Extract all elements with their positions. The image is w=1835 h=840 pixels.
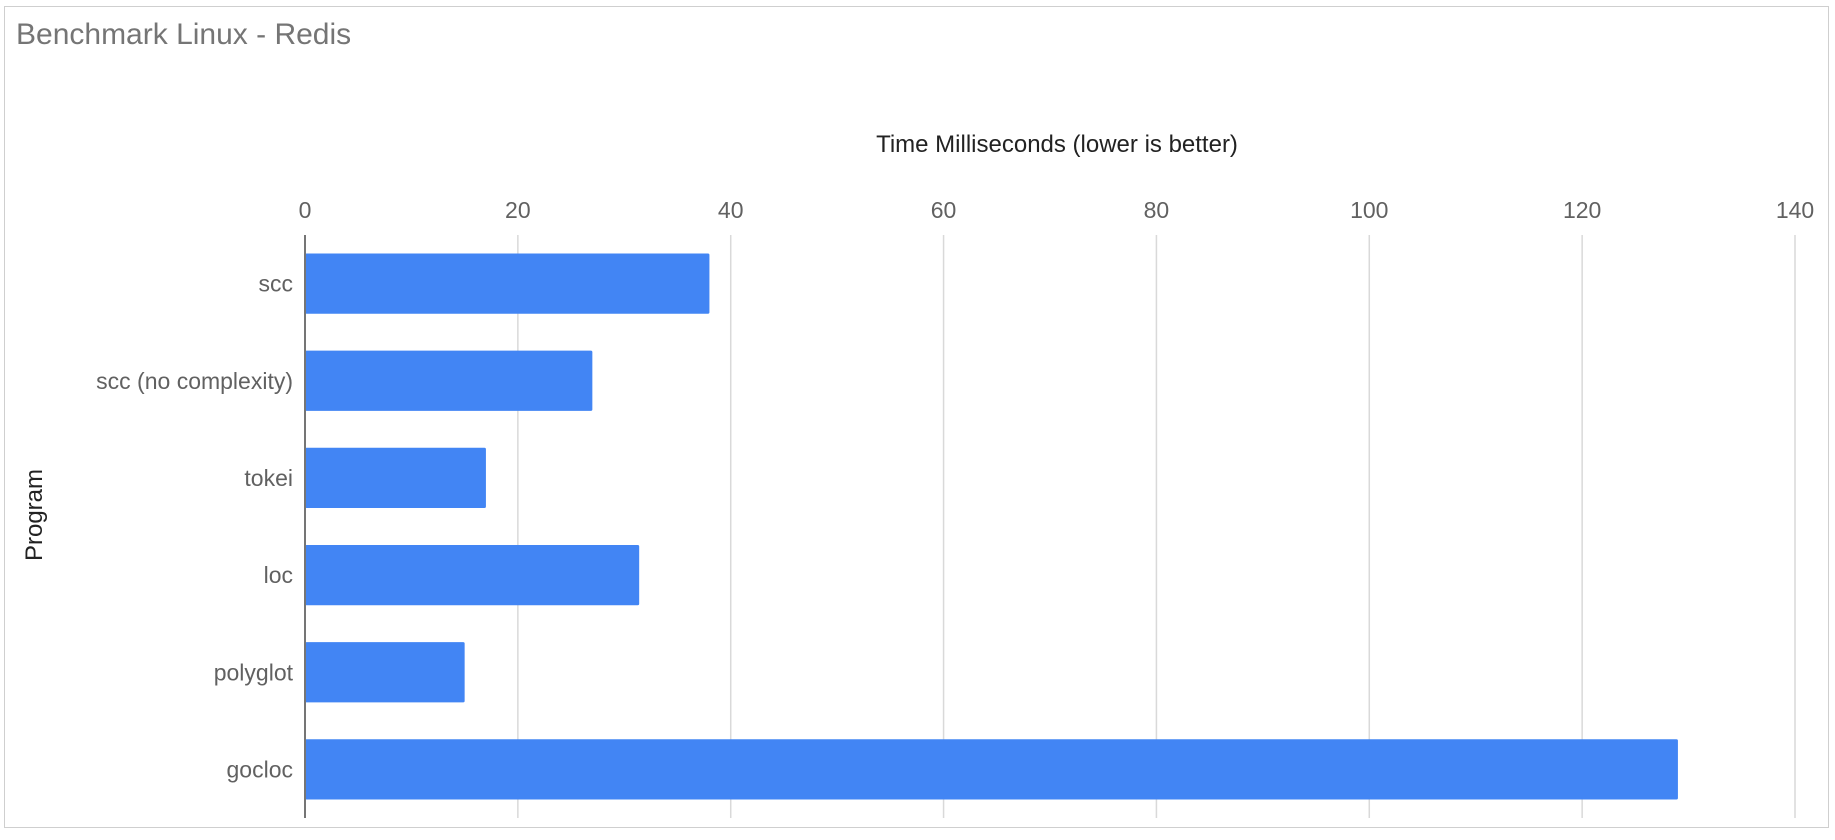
chart-title: Benchmark Linux - Redis xyxy=(16,18,352,51)
bar[interactable] xyxy=(305,253,710,314)
gridlines xyxy=(517,235,1796,818)
x-tick-label: 120 xyxy=(1563,197,1601,223)
y-tick-label: scc xyxy=(259,271,294,297)
x-axis-label: Time Milliseconds (lower is better) xyxy=(876,131,1238,158)
y-tick-label: gocloc xyxy=(227,756,293,782)
y-tick-label: scc (no complexity) xyxy=(96,368,293,394)
y-tick-label: polyglot xyxy=(214,659,294,685)
y-axis-label: Program xyxy=(21,469,48,561)
x-tick-label: 0 xyxy=(299,197,312,223)
x-tick-label: 40 xyxy=(718,197,744,223)
x-tick-label: 140 xyxy=(1776,197,1814,223)
bar[interactable] xyxy=(305,447,486,509)
x-tick-label: 80 xyxy=(1144,197,1170,223)
x-tick-label: 60 xyxy=(931,197,957,223)
bar[interactable] xyxy=(305,642,465,703)
x-tick-labels: 0 20 40 60 80 100 120 140 xyxy=(299,197,1815,223)
x-tick-label: 20 xyxy=(505,197,531,223)
bar[interactable] xyxy=(305,739,1678,800)
y-tick-labels: scc scc (no complexity) tokei loc polyglot go… xyxy=(96,271,293,783)
bar[interactable] xyxy=(305,350,593,411)
bars xyxy=(305,253,1678,800)
x-tick-label: 100 xyxy=(1350,197,1388,223)
bar[interactable] xyxy=(305,544,640,606)
y-tick-label: tokei xyxy=(244,465,293,491)
y-tick-label: loc xyxy=(264,562,293,588)
